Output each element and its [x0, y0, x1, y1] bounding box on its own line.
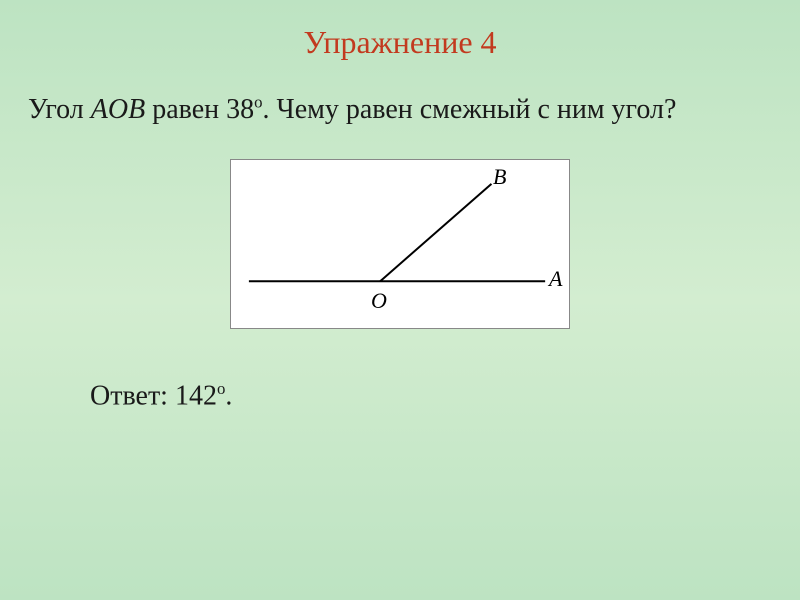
angle-diagram: O A B [230, 159, 570, 329]
q-deg: о [254, 93, 262, 112]
slide-title: Упражнение 4 [0, 0, 800, 61]
answer-text: Ответ: 142о. [0, 329, 800, 412]
q-angle-name: AOB [91, 94, 145, 125]
label-B: B [493, 164, 506, 190]
answer-period: . [225, 380, 232, 411]
label-O: O [371, 288, 387, 314]
label-A: A [549, 266, 562, 292]
answer-value: 142 [175, 380, 217, 411]
answer-label: Ответ: [90, 380, 175, 411]
slide: Упражнение 4 Угол AOB равен 38о. Чему ра… [0, 0, 800, 600]
q-post: . Чему равен смежный с ним угол? [263, 94, 677, 125]
q-mid: равен 38 [145, 94, 254, 125]
diagram-svg [231, 160, 569, 329]
q-pre: Угол [28, 94, 91, 125]
ray-ob [380, 184, 491, 281]
question-text: Угол AOB равен 38о. Чему равен смежный с… [0, 61, 800, 129]
